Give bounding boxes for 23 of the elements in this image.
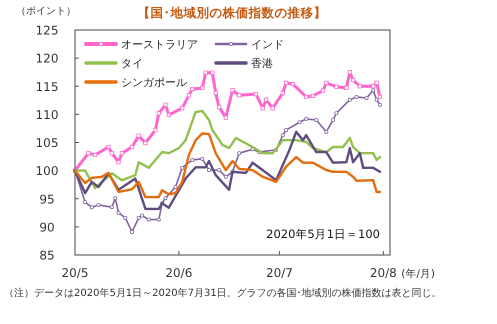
y-axis-title: （ポイント） [16, 6, 76, 17]
legend-label: オーストラリア [121, 38, 198, 51]
y-tick-label: 95 [39, 192, 55, 206]
legend-label: インド [251, 38, 284, 51]
x-tick-label: 20/8 [370, 266, 397, 280]
x-axis-title: (年/月) [401, 268, 436, 280]
y-tick-label: 100 [36, 164, 58, 178]
y-tick-label: 110 [36, 108, 58, 122]
legend-label: シンガポール [121, 76, 187, 89]
text: （注）データは2020年5月1日～2020年7月31日。グラフの各国･地域別の株価指数は表と同じ。 [4, 287, 442, 299]
x-tick-label: 20/5 [62, 266, 88, 280]
y-tick-label: 120 [36, 52, 58, 66]
y-tick-label: 125 [36, 24, 58, 38]
annotation: 2020年5月1日＝100 [266, 227, 380, 241]
y-tick-label: 90 [39, 220, 55, 234]
legend-label: タイ [121, 57, 143, 70]
y-tick-label: 115 [36, 80, 58, 94]
x-tick-label: 20/6 [165, 266, 192, 280]
chart-title: 【国･地域別の株価指数の推移】 [138, 5, 326, 20]
x-tick-label: 20/7 [266, 266, 293, 280]
y-tick-label: 105 [36, 136, 58, 150]
y-tick-label: 85 [39, 248, 55, 262]
legend-label: 香港 [251, 57, 273, 70]
